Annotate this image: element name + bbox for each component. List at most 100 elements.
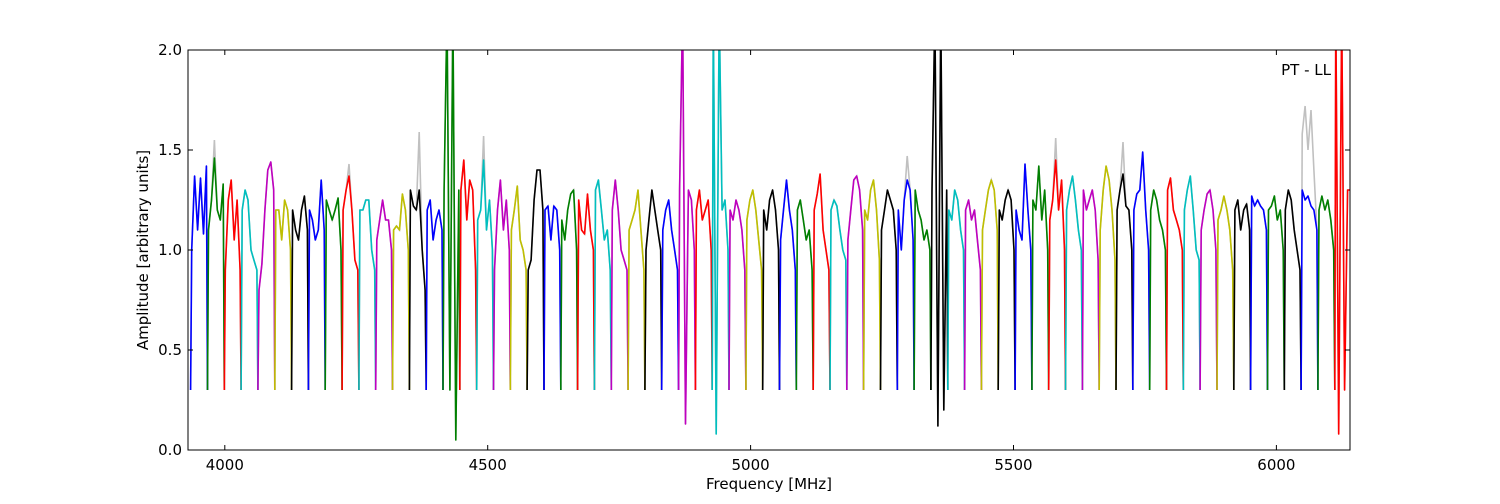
raw-channel-line-56 xyxy=(1132,151,1151,391)
channel-line-45 xyxy=(947,189,966,391)
channel-line-54 xyxy=(1098,165,1117,391)
channel-line-19 xyxy=(509,185,528,391)
channel-line-68 xyxy=(1334,50,1350,435)
channel-line-39 xyxy=(846,175,865,391)
channel-line-30 xyxy=(694,189,713,391)
channel-line-65 xyxy=(1283,189,1302,391)
channel-line-43 xyxy=(913,189,932,391)
channel-line-9 xyxy=(341,175,360,391)
raw-channel-line-66 xyxy=(1300,105,1319,391)
channel-line-48 xyxy=(997,189,1016,391)
channel-line-61 xyxy=(1216,195,1235,391)
channel-line-40 xyxy=(862,179,882,391)
raw-channel-line-28 xyxy=(660,199,680,391)
channel-line-49 xyxy=(1014,163,1033,391)
channel-line-46 xyxy=(963,199,983,391)
channel-line-28 xyxy=(660,199,680,391)
channel-line-31 xyxy=(711,50,730,435)
raw-channel-line-20 xyxy=(526,169,545,391)
raw-channel-line-26 xyxy=(627,189,646,391)
x-axis-label: Frequency [MHz] xyxy=(706,475,832,493)
raw-channel-line-10 xyxy=(358,199,377,391)
channel-line-36 xyxy=(795,199,814,391)
raw-channel-line-53 xyxy=(1081,189,1100,391)
channel-line-29 xyxy=(677,50,697,425)
channel-line-5 xyxy=(274,199,293,391)
chart-annotation: PT - LL xyxy=(1281,61,1332,79)
channel-line-67 xyxy=(1317,195,1336,391)
y-tick-label: 1.5 xyxy=(158,141,182,159)
raw-channel-line-62 xyxy=(1233,199,1252,391)
raw-channel-line-35 xyxy=(778,179,798,391)
channel-line-21 xyxy=(543,205,562,391)
channel-line-27 xyxy=(644,189,663,391)
x-tick-label: 4500 xyxy=(469,456,507,474)
x-tick-label: 4000 xyxy=(206,456,244,474)
channel-line-12 xyxy=(391,193,411,391)
axis-ticks: 4000 4500 5000 5500 6000 0.0 0.5 1.0 1.5 2.0 xyxy=(158,41,1350,474)
raw-channel-line-24 xyxy=(593,179,613,391)
channel-line-52 xyxy=(1064,175,1084,391)
channel-line-16 xyxy=(458,159,478,391)
channel-line-14 xyxy=(425,199,444,391)
channel-line-44 xyxy=(930,50,949,427)
raw-channel-line-58 xyxy=(1165,177,1185,391)
channel-series-layer xyxy=(189,50,1350,441)
x-tick-label: 6000 xyxy=(1257,456,1295,474)
channel-line-50 xyxy=(1031,165,1050,391)
raw-channel-line-25 xyxy=(610,179,629,391)
channel-line-47 xyxy=(980,179,999,391)
channel-line-42 xyxy=(896,179,915,391)
x-tick-label: 5000 xyxy=(732,456,770,474)
raw-channel-line-57 xyxy=(1148,189,1168,391)
channel-line-64 xyxy=(1266,195,1286,391)
raw-channel-line-27 xyxy=(644,189,663,391)
raw-channel-line-46 xyxy=(963,199,983,391)
channel-line-56 xyxy=(1132,151,1151,391)
y-tick-label: 1.0 xyxy=(158,241,182,259)
channel-line-25 xyxy=(610,179,629,391)
channel-line-8 xyxy=(324,197,343,391)
raw-channel-line-33 xyxy=(745,189,764,391)
raw-channel-line-17 xyxy=(475,135,495,391)
raw-channel-line-43 xyxy=(913,189,932,391)
channel-line-33 xyxy=(745,189,764,391)
channel-line-62 xyxy=(1233,199,1252,391)
raw-channel-line-59 xyxy=(1182,175,1201,391)
channel-line-57 xyxy=(1148,189,1168,391)
channel-line-58 xyxy=(1165,177,1185,391)
channel-line-13 xyxy=(408,189,427,391)
y-axis-label: Amplitude [arbitrary units] xyxy=(134,150,152,350)
plot-frame xyxy=(187,49,1351,451)
channel-line-17 xyxy=(475,159,495,391)
channel-line-6 xyxy=(290,195,310,391)
raw-channel-line-38 xyxy=(829,197,848,391)
channel-line-59 xyxy=(1182,175,1201,391)
channel-line-53 xyxy=(1081,189,1100,391)
raw-channel-line-32 xyxy=(728,199,747,391)
channel-line-63 xyxy=(1249,195,1269,391)
y-tick-label: 2.0 xyxy=(158,41,182,59)
y-tick-label: 0.0 xyxy=(158,441,182,459)
raw-channel-line-55 xyxy=(1115,141,1134,391)
channel-line-66 xyxy=(1300,189,1319,391)
channel-line-23 xyxy=(576,193,596,391)
channel-line-32 xyxy=(728,199,747,391)
channel-line-41 xyxy=(879,189,899,391)
channel-line-24 xyxy=(593,179,613,391)
channel-line-0 xyxy=(189,165,209,391)
channel-line-26 xyxy=(627,189,646,391)
channel-line-2 xyxy=(223,179,242,391)
channel-line-18 xyxy=(492,179,512,391)
channel-line-55 xyxy=(1115,173,1134,391)
channel-line-37 xyxy=(812,173,831,391)
channel-line-4 xyxy=(257,161,276,391)
channel-line-3 xyxy=(240,189,259,391)
x-tick-label: 5500 xyxy=(994,456,1032,474)
channel-line-22 xyxy=(560,189,579,391)
channel-line-7 xyxy=(307,179,326,391)
channel-line-11 xyxy=(374,199,394,391)
channel-line-20 xyxy=(526,169,545,391)
channel-line-1 xyxy=(206,157,226,391)
